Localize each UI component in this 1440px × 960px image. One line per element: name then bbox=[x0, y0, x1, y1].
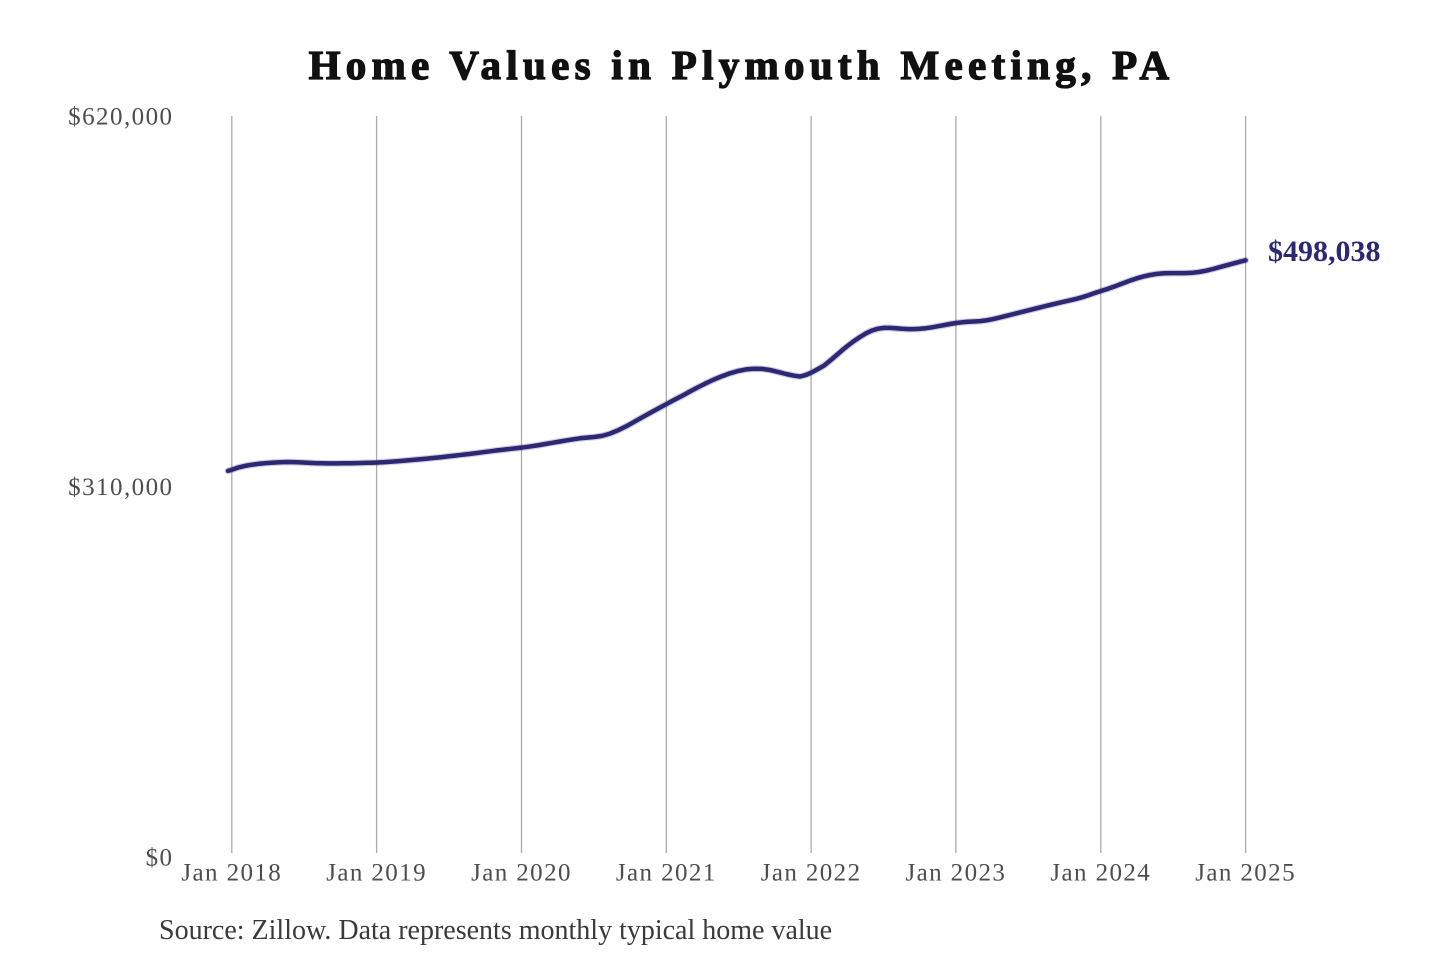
svg-text:Jan 2025: Jan 2025 bbox=[1195, 860, 1296, 887]
svg-text:Jan 2019: Jan 2019 bbox=[326, 860, 427, 887]
svg-text:Jan 2020: Jan 2020 bbox=[471, 860, 572, 887]
svg-text:$498,038: $498,038 bbox=[1268, 235, 1381, 268]
svg-text:Home Values in Plymouth Meetin: Home Values in Plymouth Meeting, PA bbox=[309, 42, 1175, 88]
svg-text:Jan 2023: Jan 2023 bbox=[906, 860, 1007, 887]
svg-text:Jan 2021: Jan 2021 bbox=[616, 860, 717, 887]
svg-text:Jan 2024: Jan 2024 bbox=[1050, 860, 1151, 887]
svg-text:$310,000: $310,000 bbox=[68, 474, 173, 501]
svg-text:Source: Zillow. Data represent: Source: Zillow. Data represents monthly … bbox=[159, 915, 832, 946]
svg-text:Jan 2022: Jan 2022 bbox=[761, 860, 862, 887]
svg-text:Jan 2018: Jan 2018 bbox=[181, 860, 282, 887]
svg-text:$0: $0 bbox=[146, 845, 174, 872]
svg-text:$620,000: $620,000 bbox=[68, 104, 173, 131]
